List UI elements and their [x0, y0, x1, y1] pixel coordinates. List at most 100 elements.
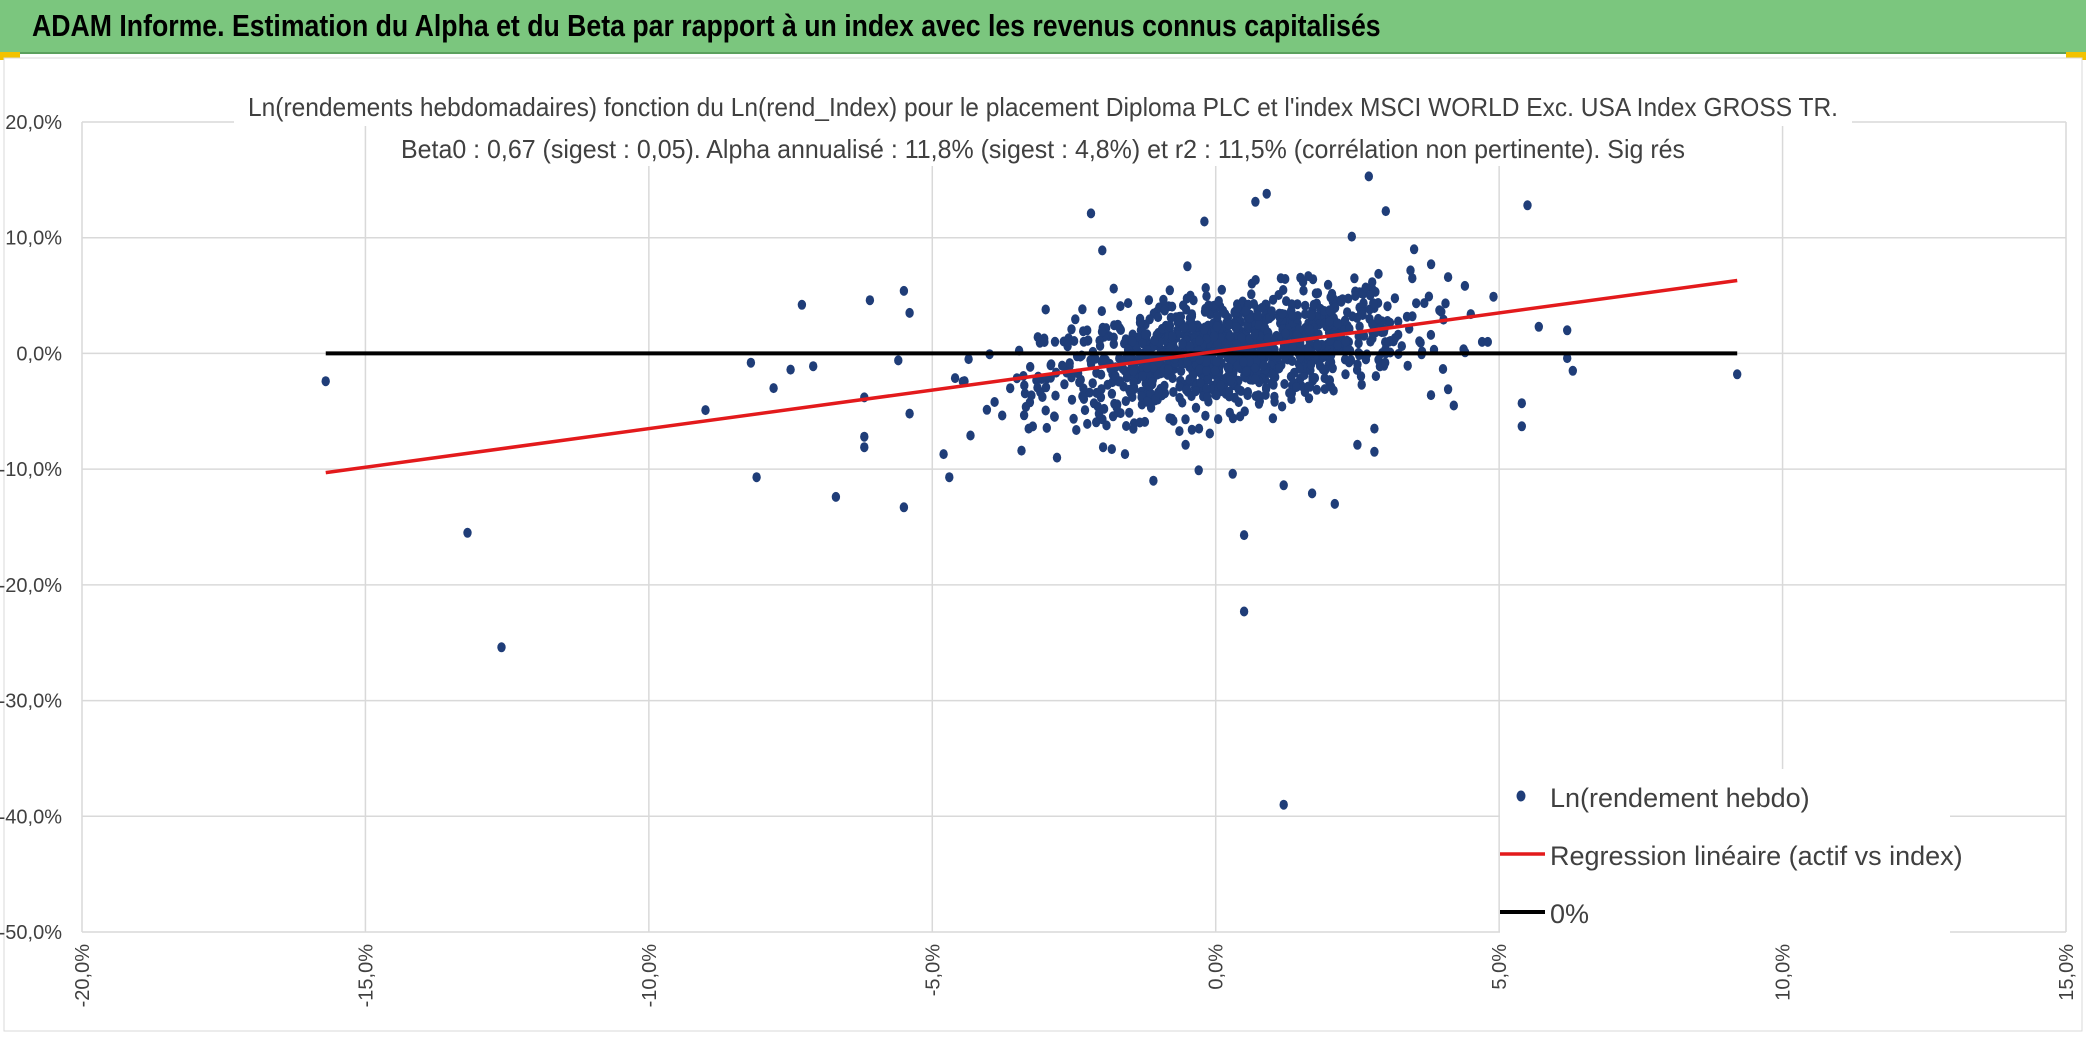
data-point — [1200, 216, 1209, 227]
data-point — [1262, 188, 1271, 199]
data-point — [1033, 382, 1042, 393]
data-point — [1298, 277, 1308, 287]
data-point — [1121, 396, 1131, 407]
data-point — [1374, 268, 1383, 279]
data-point — [1099, 403, 1109, 414]
data-point — [964, 354, 973, 365]
data-point — [1085, 387, 1094, 398]
legend-label: Regression linéaire (actif vs index) — [1550, 841, 1963, 871]
data-point — [1224, 362, 1234, 373]
x-tick-label: -15,0% — [355, 944, 377, 1008]
data-point — [1489, 291, 1498, 302]
data-point — [1406, 265, 1415, 276]
data-point — [1301, 300, 1310, 311]
data-point — [1187, 309, 1197, 320]
data-point — [1517, 421, 1527, 432]
data-point — [1325, 305, 1334, 316]
data-point — [1323, 279, 1333, 290]
data-point — [1107, 444, 1117, 455]
data-point — [1251, 275, 1260, 285]
x-tick-label: -20,0% — [72, 944, 94, 1008]
data-point — [1383, 301, 1392, 312]
data-point — [1241, 306, 1251, 316]
data-point — [1279, 799, 1288, 810]
data-point — [1254, 398, 1264, 409]
data-point — [1460, 280, 1470, 291]
data-point — [1175, 426, 1184, 437]
x-tick-label: 5,0% — [1489, 944, 1511, 990]
y-tick-label: 20,0% — [5, 112, 62, 134]
data-point — [1185, 341, 1195, 352]
data-point — [1402, 311, 1412, 322]
data-point — [1194, 423, 1204, 434]
data-point — [1166, 312, 1176, 323]
data-point — [1313, 288, 1323, 299]
data-point — [1142, 363, 1152, 373]
data-point — [1187, 424, 1197, 435]
data-point — [1071, 314, 1080, 325]
data-point — [1534, 321, 1544, 332]
data-point — [1097, 326, 1107, 337]
data-points — [321, 171, 1742, 810]
data-point — [1234, 397, 1243, 408]
data-point — [1138, 338, 1148, 349]
data-point — [1287, 299, 1296, 310]
data-point — [1112, 402, 1121, 413]
data-point — [1135, 317, 1145, 328]
data-point — [1212, 321, 1222, 332]
data-point — [1312, 384, 1322, 395]
data-point — [1164, 364, 1173, 375]
data-point — [1254, 390, 1263, 401]
data-point — [786, 364, 795, 375]
data-point — [1368, 319, 1377, 329]
data-point — [1384, 336, 1394, 347]
data-point — [1103, 379, 1112, 390]
data-point — [1096, 369, 1106, 380]
x-tick-label: 15,0% — [2056, 944, 2078, 1001]
data-point — [1374, 313, 1383, 324]
data-point — [1443, 272, 1453, 283]
data-point — [1326, 292, 1335, 303]
data-point — [1426, 390, 1436, 401]
data-point — [1063, 336, 1073, 347]
data-point — [1098, 442, 1108, 453]
data-point — [1261, 384, 1271, 394]
data-point — [1060, 379, 1069, 390]
data-point — [1403, 360, 1412, 371]
chart-subtitle: Beta0 : 0,67 (sigest : 0,05). Alpha annu… — [401, 134, 1685, 164]
data-point — [321, 376, 330, 387]
data-point — [1292, 330, 1302, 340]
data-point — [1191, 402, 1201, 413]
data-point — [1145, 314, 1154, 325]
data-point — [1341, 369, 1350, 380]
data-point — [1357, 379, 1366, 390]
data-point — [860, 431, 869, 442]
data-point — [1020, 380, 1029, 391]
corner-marker-right — [2066, 52, 2086, 60]
data-point — [1394, 316, 1403, 327]
data-point — [1333, 318, 1343, 329]
data-point — [1188, 370, 1198, 381]
data-point — [1308, 274, 1318, 285]
data-point — [1295, 363, 1304, 374]
data-point — [1212, 356, 1221, 367]
data-point — [1097, 306, 1107, 317]
data-point — [1159, 294, 1168, 305]
data-point — [1228, 468, 1237, 479]
y-tick-label: -30,0% — [0, 691, 62, 713]
data-point — [1047, 359, 1056, 370]
chart-legend: Ln(rendement hebdo) Regression linéaire (… — [1500, 769, 1963, 939]
data-point — [1368, 277, 1377, 288]
data-point — [1033, 332, 1043, 343]
data-point — [1067, 394, 1077, 405]
data-point — [1125, 407, 1134, 418]
data-point — [1175, 315, 1184, 326]
data-point — [1210, 365, 1220, 376]
data-point — [1092, 417, 1101, 428]
data-point — [945, 472, 954, 483]
data-point — [1141, 329, 1150, 340]
data-point — [1122, 372, 1132, 383]
data-point — [1239, 606, 1249, 617]
data-point — [1330, 498, 1340, 509]
data-point — [1165, 413, 1174, 424]
